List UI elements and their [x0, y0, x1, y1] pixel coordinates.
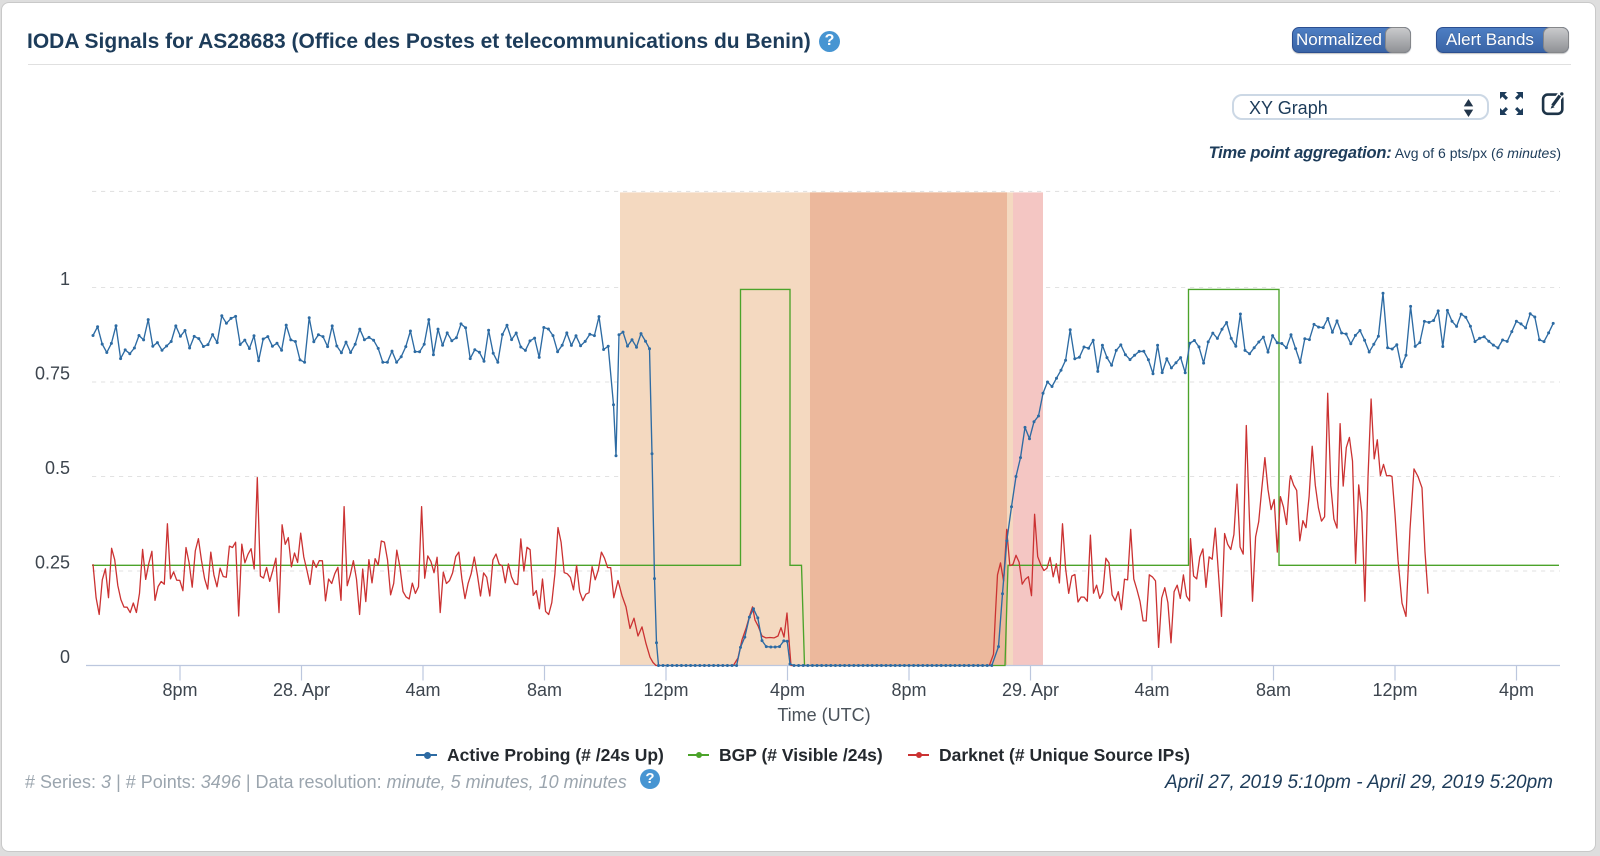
- svg-text:4pm: 4pm: [770, 680, 805, 700]
- svg-text:29. Apr: 29. Apr: [1002, 680, 1059, 700]
- svg-text:0.25: 0.25: [35, 553, 70, 573]
- svg-text:8am: 8am: [527, 680, 562, 700]
- svg-text:8pm: 8pm: [891, 680, 926, 700]
- svg-text:8am: 8am: [1256, 680, 1291, 700]
- svg-text:1: 1: [60, 269, 70, 289]
- svg-text:4am: 4am: [405, 680, 440, 700]
- svg-text:0: 0: [60, 647, 70, 667]
- svg-text:12pm: 12pm: [1372, 680, 1417, 700]
- svg-text:8pm: 8pm: [162, 680, 197, 700]
- svg-text:4pm: 4pm: [1499, 680, 1534, 700]
- svg-text:28. Apr: 28. Apr: [273, 680, 330, 700]
- svg-text:0.75: 0.75: [35, 364, 70, 384]
- svg-text:0.5: 0.5: [45, 458, 70, 478]
- svg-text:12pm: 12pm: [643, 680, 688, 700]
- svg-text:4am: 4am: [1134, 680, 1169, 700]
- svg-text:Time (UTC): Time (UTC): [777, 705, 870, 725]
